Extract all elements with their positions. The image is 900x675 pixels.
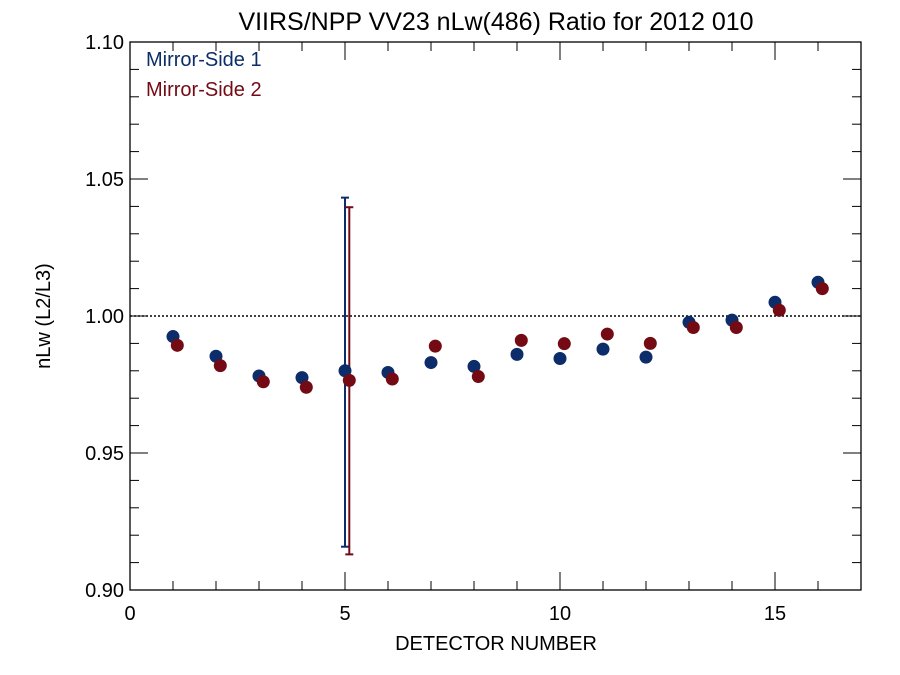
data-point-series-1 (467, 359, 481, 373)
legend-entry-mirror-side-2: Mirror-Side 2 (146, 79, 262, 101)
data-point-series-2 (256, 375, 270, 389)
y-tick-label: 1.00 (85, 306, 124, 328)
data-point-series-2 (299, 380, 313, 394)
data-point-series-1 (510, 347, 524, 361)
x-tick-label: 15 (764, 603, 786, 625)
legend-entry-mirror-side-1: Mirror-Side 1 (146, 49, 262, 71)
data-point-series-1 (596, 342, 610, 356)
x-tick-label: 0 (124, 603, 135, 625)
x-tick-label: 10 (549, 603, 571, 625)
y-tick-label: 0.90 (85, 580, 124, 602)
data-points (166, 275, 829, 394)
data-point-series-2 (385, 372, 399, 386)
data-point-series-2 (170, 338, 184, 352)
y-tick-label: 1.05 (85, 169, 124, 191)
data-point-series-2 (600, 327, 614, 341)
y-axis-title: nLw (L2/L3) (33, 263, 55, 369)
data-point-series-1 (639, 350, 653, 364)
x-axis-title: DETECTOR NUMBER (395, 633, 597, 655)
data-point-series-2 (772, 303, 786, 317)
x-axis: 0 5 10 15 (124, 42, 862, 625)
data-point-series-2 (471, 370, 485, 384)
x-tick-label: 5 (339, 603, 350, 625)
data-point-series-1 (553, 351, 567, 365)
data-point-series-2 (686, 321, 700, 335)
data-point-series-2 (815, 282, 829, 296)
data-point-series-2 (557, 337, 571, 351)
chart-title: VIIRS/NPP VV23 nLw(486) Ratio for 2012 0… (238, 8, 753, 36)
data-point-series-2 (514, 333, 528, 347)
data-point-series-1 (424, 356, 438, 370)
data-point-series-2 (428, 339, 442, 353)
data-point-series-2 (342, 373, 356, 387)
y-tick-label: 0.95 (85, 443, 124, 465)
data-point-series-2 (729, 321, 743, 335)
data-point-series-2 (213, 359, 227, 373)
data-point-series-2 (643, 336, 657, 350)
y-axis: 0.90 0.95 1.00 1.05 1.10 (85, 32, 861, 602)
y-tick-label: 1.10 (85, 32, 124, 54)
